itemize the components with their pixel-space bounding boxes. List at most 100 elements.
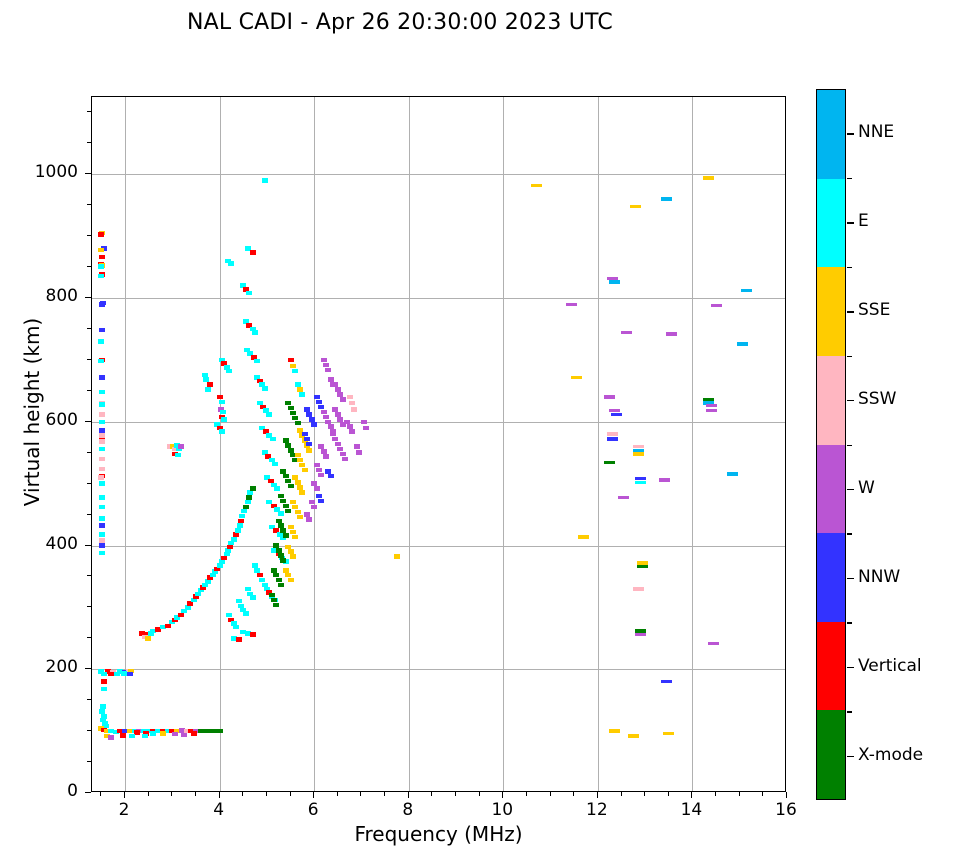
data-point xyxy=(171,617,178,623)
x-tick-minor xyxy=(100,792,102,796)
data-point xyxy=(98,475,105,480)
data-point xyxy=(266,412,273,417)
data-point xyxy=(604,395,616,399)
y-tick-minor xyxy=(87,482,91,484)
data-point xyxy=(103,723,110,729)
data-point xyxy=(174,728,181,734)
data-point xyxy=(705,408,717,413)
data-point xyxy=(332,407,339,412)
data-point xyxy=(211,569,218,574)
data-point xyxy=(221,417,228,422)
colorbar-label-nne: NNE xyxy=(858,122,895,143)
x-tick-minor xyxy=(573,792,575,796)
data-point xyxy=(99,389,106,395)
x-tick-minor xyxy=(525,792,527,796)
data-point xyxy=(604,460,616,465)
data-point xyxy=(351,407,358,412)
data-point xyxy=(292,368,299,374)
data-point xyxy=(107,671,114,677)
data-point xyxy=(337,417,344,422)
data-point xyxy=(99,375,106,380)
colorbar[interactable] xyxy=(816,89,846,800)
data-point xyxy=(268,524,275,530)
data-point xyxy=(273,543,280,548)
data-point xyxy=(292,475,299,480)
data-point xyxy=(363,425,370,431)
data-point xyxy=(313,462,320,468)
gridline-horizontal xyxy=(92,421,785,423)
data-point xyxy=(278,553,285,558)
x-tick-major xyxy=(218,792,220,798)
x-tick-minor xyxy=(478,792,480,796)
data-point xyxy=(268,457,275,463)
data-point xyxy=(101,671,108,677)
data-point xyxy=(297,387,304,392)
data-point xyxy=(289,499,296,505)
data-point xyxy=(249,250,256,255)
data-point xyxy=(280,469,287,474)
data-point xyxy=(289,452,296,458)
data-point xyxy=(292,534,299,540)
data-point xyxy=(202,582,209,588)
data-point xyxy=(606,276,618,281)
data-point xyxy=(174,443,181,448)
data-point xyxy=(271,548,278,553)
data-point xyxy=(207,728,214,734)
x-tick-minor xyxy=(620,792,622,796)
data-point xyxy=(99,550,106,556)
data-point xyxy=(280,535,287,541)
data-point xyxy=(216,425,223,431)
data-point xyxy=(261,178,268,183)
y-tick-minor xyxy=(87,389,91,391)
data-point xyxy=(249,486,256,491)
data-point xyxy=(126,671,133,677)
data-point xyxy=(249,326,256,332)
data-point xyxy=(339,451,346,457)
y-tick-major xyxy=(85,173,91,175)
data-point xyxy=(741,288,753,293)
colorbar-label-sse: SSE xyxy=(858,300,891,321)
x-tick-minor xyxy=(715,792,717,796)
data-point xyxy=(315,399,322,405)
x-tick-minor xyxy=(549,792,551,796)
data-point xyxy=(174,615,181,620)
data-point xyxy=(299,462,306,468)
data-point xyxy=(282,533,289,538)
data-point xyxy=(202,372,209,378)
data-point xyxy=(660,197,672,201)
data-point xyxy=(308,417,315,422)
data-point xyxy=(200,585,207,590)
gridline-horizontal xyxy=(92,669,785,671)
data-point xyxy=(204,387,211,392)
data-point xyxy=(285,544,292,550)
data-point xyxy=(297,428,304,433)
data-point xyxy=(207,382,214,387)
data-point xyxy=(285,572,292,578)
data-point xyxy=(304,436,311,442)
data-point xyxy=(233,532,240,537)
data-point xyxy=(632,444,644,449)
data-point xyxy=(318,404,325,410)
data-point xyxy=(113,671,120,677)
data-point xyxy=(177,444,184,449)
y-tick-minor xyxy=(87,699,91,701)
data-point xyxy=(292,504,299,510)
data-point xyxy=(315,493,322,499)
plot-area xyxy=(91,96,786,792)
data-point xyxy=(703,397,715,402)
y-tick-minor xyxy=(87,142,91,144)
data-point xyxy=(164,623,171,629)
data-point xyxy=(620,330,632,335)
data-point xyxy=(334,441,341,447)
data-point xyxy=(285,400,292,406)
data-point xyxy=(249,632,256,637)
data-point xyxy=(181,732,188,738)
data-point xyxy=(294,382,301,387)
data-point xyxy=(155,627,162,632)
data-point xyxy=(240,607,247,613)
y-tick-minor xyxy=(87,235,91,237)
colorbar-boundary-tick xyxy=(847,355,852,358)
x-tick-minor xyxy=(762,792,764,796)
data-point xyxy=(188,728,195,734)
x-tick-major xyxy=(596,792,598,798)
